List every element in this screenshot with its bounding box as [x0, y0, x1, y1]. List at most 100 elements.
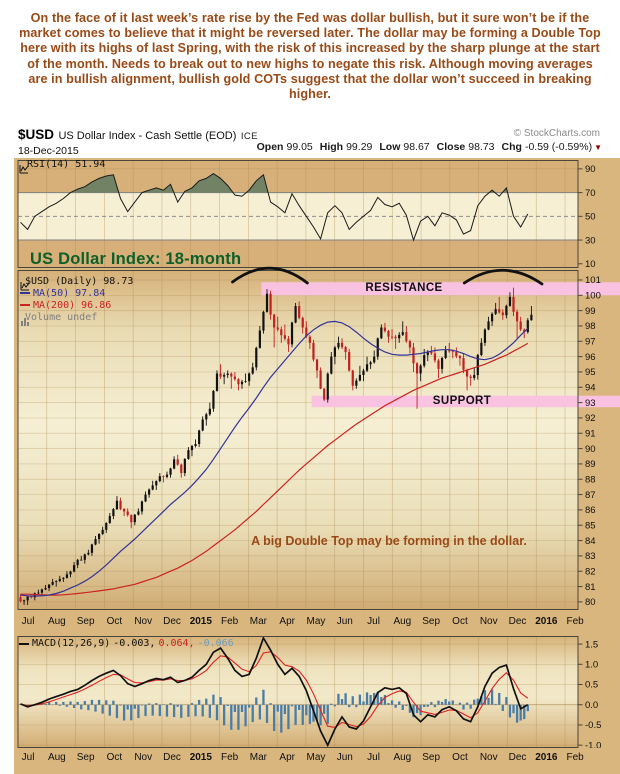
macd-histogram-bar: [287, 704, 290, 730]
candle-body: [112, 509, 115, 517]
macd-histogram-bar: [412, 704, 415, 718]
month-label: Jun: [336, 752, 353, 763]
volume-legend-label: Volume undef: [25, 311, 98, 323]
pink-band: [261, 282, 620, 296]
candle-body: [526, 320, 529, 333]
candle-body: [130, 515, 133, 523]
macd-histogram-bar: [65, 704, 69, 707]
month-label: Aug: [393, 616, 412, 627]
candle-body: [365, 364, 369, 371]
macd-histogram-bar: [340, 699, 344, 705]
macd-histogram-bar: [165, 704, 169, 717]
macd-histogram-bar: [330, 703, 333, 705]
price-bg: [18, 270, 578, 610]
macd-histogram-bar: [423, 704, 426, 707]
macd-histogram-bar: [401, 704, 404, 710]
macd-histogram-bar: [240, 704, 244, 713]
candle-body: [262, 311, 265, 331]
candle-body: [47, 584, 51, 589]
month-label: Nov: [134, 752, 153, 763]
macd-hist-value: -0.066: [197, 638, 234, 649]
macd-histogram-bar: [494, 703, 497, 705]
macd-histogram-bar: [333, 704, 337, 707]
macd-histogram-bar: [265, 704, 269, 723]
ma200-legend-row: MA(200) 96.86: [20, 299, 133, 311]
month-label: Jul: [367, 616, 380, 627]
month-label: Feb: [566, 752, 584, 763]
candle-body: [430, 351, 433, 354]
candle-body: [448, 350, 451, 352]
month-label: Aug: [47, 616, 66, 627]
candle-body: [165, 474, 169, 477]
candle-body: [255, 347, 258, 368]
macd-histogram-bar: [519, 704, 522, 721]
copyright: © StockCharts.com: [513, 128, 600, 139]
axis-tick-label: 0.0: [585, 700, 598, 711]
macd-histogram-bar: [505, 697, 508, 705]
quote-label: Low: [379, 141, 401, 153]
candle-body: [390, 336, 394, 338]
candle-body: [483, 329, 487, 343]
candle-body: [437, 360, 440, 369]
month-label: Apr: [279, 752, 295, 763]
axis-tick-label: 92: [585, 413, 596, 424]
macd-histogram-bar: [247, 704, 251, 708]
candle-body: [230, 373, 233, 377]
macd-histogram-bar: [473, 699, 476, 705]
macd-histogram-bar: [451, 700, 454, 705]
symbol-ticker: $USD: [18, 127, 55, 142]
candle-body: [44, 588, 47, 590]
macd-histogram-bar: [69, 701, 72, 705]
candle-body: [519, 321, 522, 330]
macd-histogram-bar: [237, 704, 240, 730]
macd-histogram-bar: [315, 704, 319, 721]
month-label: May: [306, 616, 326, 627]
macd-histogram-bar: [187, 704, 190, 717]
macd-histogram-bar: [476, 698, 479, 705]
month-label: Oct: [106, 752, 123, 763]
month-label: Jul: [367, 752, 380, 763]
candle-body: [308, 336, 311, 343]
macd-histogram-bar: [47, 701, 51, 705]
macd-histogram-bar: [469, 704, 472, 709]
macd-histogram-bar: [358, 694, 362, 705]
axis-tick-label: 95: [585, 367, 596, 378]
month-label: Nov: [134, 616, 153, 627]
axis-tick-label: 98: [585, 321, 596, 332]
candle-body: [423, 355, 426, 366]
macd-histogram-bar: [398, 701, 401, 705]
candle-body: [76, 559, 79, 566]
axis-tick-label: 100: [585, 290, 601, 301]
macd-histogram-bar: [498, 693, 501, 705]
month-label: Sep: [422, 752, 441, 763]
macd-histogram-bar: [480, 696, 483, 705]
candle-body: [33, 593, 36, 598]
candle-body: [137, 511, 140, 515]
month-label: Dec: [163, 752, 181, 763]
macd-histogram-bar: [62, 701, 65, 705]
month-axis-lower: Jul Aug Sep Oct Nov Dec 2015 Feb Mar Apr May Jun Jul…: [14, 752, 620, 766]
macd-histogram-bar: [87, 704, 90, 711]
quote-value: 98.73: [468, 141, 495, 153]
candle-body: [469, 376, 472, 378]
candle-body: [515, 311, 519, 322]
axis-tick-label: 1.5: [585, 639, 598, 650]
chg-down-arrow-icon: ▼: [594, 143, 602, 152]
macd-histogram-bar: [415, 704, 419, 714]
macd-histogram-bar: [490, 689, 494, 705]
axis-tick-label: 91: [585, 428, 596, 439]
ma50-legend-label: MA(50) 97.84: [33, 287, 106, 299]
ma50-swatch: [20, 292, 30, 294]
candle-body: [101, 529, 104, 534]
candle-body: [376, 338, 379, 357]
candle-body: [444, 350, 447, 358]
macd-histogram-bar: [326, 704, 329, 724]
macd-histogram-bar: [140, 704, 144, 706]
candle-body: [80, 559, 83, 561]
macd-histogram-bar: [137, 704, 140, 719]
usd-legend-row: $USD (Daily) 98.73: [20, 275, 133, 291]
month-label: Nov: [479, 616, 498, 627]
candle-body: [501, 312, 504, 316]
candle-body: [433, 353, 437, 361]
candle-body: [287, 338, 290, 345]
